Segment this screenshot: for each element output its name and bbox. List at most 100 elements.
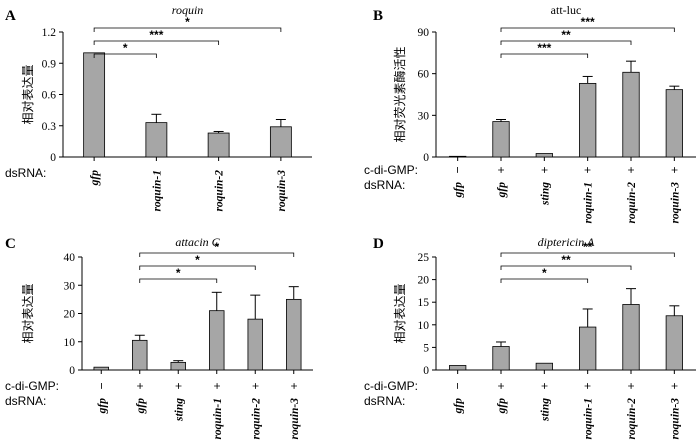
panel-c-treatment-mark: + [248,382,262,389]
panel-c-ytick-label: 30 [64,280,76,292]
panel-b-ytick-label: 0 [423,152,429,164]
panel-b-bar [622,71,640,158]
panel-b-bar [535,153,553,158]
panel-c-category-label: sting [173,398,185,422]
panel-a-bar [207,132,230,158]
panel-b-title: att-luc [551,3,582,17]
panel-b-ylabel: 相对荧光素酶活性 [392,46,407,142]
panel-d-treatment-mark: + [581,382,595,389]
panel-b-category-label: roquin-2 [626,182,638,224]
panel-d-ytick-label: 15 [418,297,430,309]
panel-c-treatment-mark: + [133,382,147,389]
panel-d-significance-label: ** [583,240,593,254]
panel-d-category-label: roquin-3 [669,398,681,440]
panel-b-significance-label: ** [561,28,571,42]
panel-b-significance-bracket [500,53,589,58]
panel-b-significance-bracket [500,40,632,45]
panel-c-treatment-mark: + [210,382,224,389]
panel-b-row-label: c-di-GMP: [364,163,418,177]
panel-d-bar [449,365,467,371]
panel-c-ytick-label: 40 [64,252,76,264]
panel-b-significance-label: *** [537,41,551,55]
panel-d-ytick-label: 5 [423,342,429,354]
panel-b-category-label: gfp [496,182,508,199]
panel-c-row-label: dsRNA: [5,394,46,408]
panel-d-treatment-mark: + [494,382,508,389]
panel-b-significance-label: *** [581,15,595,29]
panel-d-category-label: gfp [496,398,508,415]
panel-a-ytick-label: 0 [50,152,56,164]
panel-b-bar [579,82,597,158]
panel-c-row-label: c-di-GMP: [5,379,59,393]
panel-d-ytick-label: 10 [418,320,430,332]
panel-d-bar [665,315,683,371]
panel-b-ytick-label: 90 [418,27,430,39]
panel-c-category-label: roquin-2 [250,398,262,440]
panel-a-ytick-label: 0.3 [42,121,57,133]
panel-b-category-label: roquin-1 [583,182,595,224]
panel-c-significance-bracket [139,265,256,270]
panel-d-treatment-mark: + [537,382,551,389]
panel-c-bar [170,361,186,371]
panel-d-ytick-label: 20 [418,275,430,287]
panel-c-category-label: roquin-1 [212,398,224,440]
panel-c-letter: C [5,236,16,252]
panel-c-significance-label: * [195,253,200,267]
panel-c-category-label: gfp [135,398,147,415]
panel-a-ytick-label: 0.6 [42,90,57,102]
panel-a-letter: A [5,8,16,24]
panel-b-bar [492,121,510,158]
panel-d-treatment-mark: + [624,382,638,389]
panel-d-category-label: roquin-1 [583,398,595,440]
panel-c-treatment-mark: − [94,382,108,389]
panel-d-category-label: sting [539,398,551,422]
panel-d-category-label: gfp [453,398,465,415]
panel-c-category-label: gfp [96,398,108,415]
panel-c-bar [132,339,148,371]
panel-a-category-label: roquin-2 [214,170,226,212]
panel-c-treatment-mark: + [171,382,185,389]
panel-c-ytick-label: 0 [69,365,75,377]
panel-d-significance-bracket [500,252,675,257]
panel-d-ylabel: 相对表达量 [393,283,407,343]
panel-b-category-label: gfp [453,182,465,199]
panel-c-bar [247,318,263,371]
panel-c-significance-label: * [176,266,181,280]
panel-c-ylabel: 相对表达量 [21,283,35,343]
panel-a-row-label: dsRNA: [5,166,46,180]
panel-c-significance-bracket [139,252,295,257]
panel-b-treatment-mark: + [667,166,681,173]
panel-b-letter: B [373,8,383,24]
panel-b-treatment-mark: − [451,166,465,173]
panel-b-treatment-mark: + [537,166,551,173]
panel-d-title: diptericin A [538,235,595,249]
panel-d-significance-label: * [542,266,547,280]
panel-d-ytick-label: 0 [423,365,429,377]
panel-a-significance-label: *** [149,28,163,42]
panel-a-category-label: roquin-3 [276,170,288,212]
panel-b-treatment-mark: + [494,166,508,173]
panel-a-significance-label: * [185,15,190,29]
panel-a-bar [145,122,168,158]
panel-b-bar [665,89,683,158]
panel-a-significance-bracket [93,27,282,32]
panel-d-treatment-mark: + [667,382,681,389]
panel-b-treatment-mark: + [581,166,595,173]
panel-d-bar [579,326,597,371]
panel-d-significance-bracket [500,278,589,283]
panel-a-ytick-label: 0.9 [42,58,57,70]
panel-b-category-label: sting [539,182,551,206]
panel-a-bar [83,52,106,158]
panel-b-significance-bracket [500,27,675,32]
panel-c-bar [93,366,109,371]
panel-c-ytick-label: 20 [64,309,76,321]
panel-b-ytick-label: 30 [418,110,430,122]
panel-b-ytick-label: 60 [418,69,430,81]
panel-b-category-label: roquin-3 [669,182,681,224]
panel-a-title: roquin [172,3,204,17]
panel-c-significance-bracket [139,278,218,283]
panel-a-significance-bracket [93,53,157,58]
panel-c-treatment-mark: + [287,382,301,389]
panel-c-title: attacin C [175,235,220,249]
panel-d-bar [492,346,510,371]
